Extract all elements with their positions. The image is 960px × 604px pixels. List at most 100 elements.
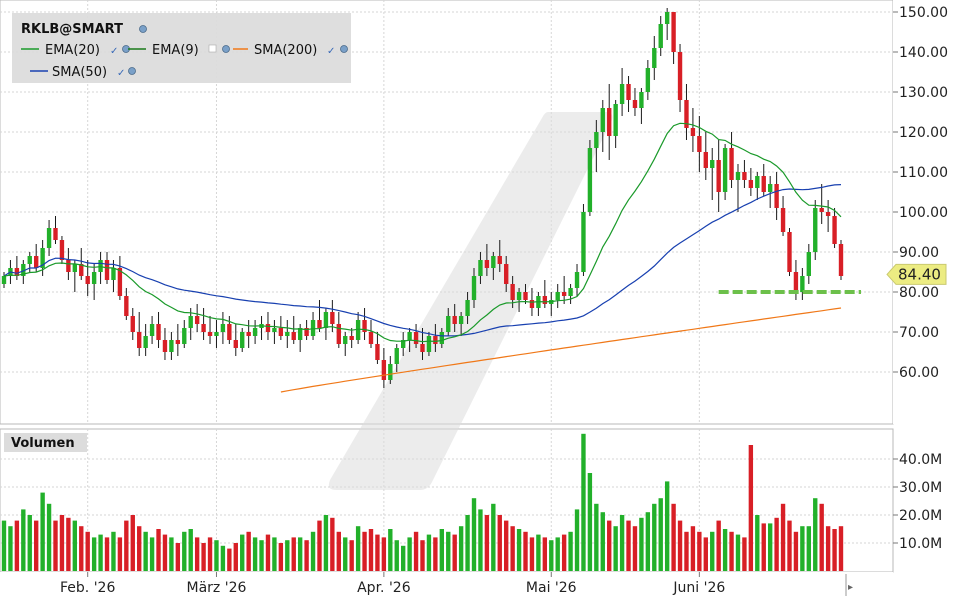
- volume-bar: [66, 517, 71, 571]
- volume-bar: [555, 537, 560, 571]
- candle-body: [175, 340, 181, 344]
- candle-body: [297, 328, 303, 340]
- time-scroll-handle[interactable]: ▸: [845, 574, 853, 596]
- volume-bar: [825, 526, 831, 571]
- volume-bar: [626, 520, 631, 571]
- candle-body: [478, 260, 483, 276]
- arrow-right-icon[interactable]: ▸: [848, 582, 853, 593]
- volume-bar: [619, 515, 625, 571]
- price-tick-label: 150.00: [899, 5, 948, 21]
- indicator-settings-icon[interactable]: [128, 67, 136, 75]
- volume-bar: [761, 523, 766, 571]
- indicator-settings-icon[interactable]: [222, 45, 230, 53]
- check-icon[interactable]: ✓: [117, 68, 125, 79]
- price-tick-label: 60.00: [899, 365, 939, 381]
- candle-body: [381, 360, 387, 380]
- volume-bar: [561, 534, 567, 571]
- candle-body: [561, 292, 567, 296]
- legend-sma200[interactable]: SMA(200): [254, 43, 317, 58]
- candle-body: [825, 212, 831, 216]
- candle-body: [523, 292, 528, 300]
- candle-body: [458, 316, 464, 324]
- watermark-logo: [328, 112, 613, 490]
- volume-bar: [259, 540, 264, 571]
- check-icon[interactable]: ✓: [327, 46, 335, 57]
- candle-body: [368, 332, 374, 344]
- candle-body: [697, 136, 702, 152]
- candle-body: [188, 316, 193, 328]
- candle-body: [40, 248, 45, 268]
- volume-bar: [323, 515, 329, 571]
- volume-bar: [677, 520, 683, 571]
- candle-body: [143, 336, 148, 348]
- legend-ema20[interactable]: EMA(20): [45, 43, 100, 58]
- volume-bar: [201, 543, 206, 571]
- volume-bar: [175, 543, 181, 571]
- candle-body: [278, 328, 284, 336]
- candle-body: [227, 324, 232, 340]
- candle-body: [774, 184, 779, 208]
- volume-title: Volumen: [11, 436, 75, 451]
- candle-body: [413, 332, 419, 344]
- candle-body: [838, 244, 844, 276]
- symbol-title: RKLB@SMART: [21, 22, 123, 37]
- candle-body: [162, 340, 168, 352]
- volume-bar: [98, 534, 103, 571]
- candle-body: [484, 260, 490, 268]
- volume-tick-label: 10.0M: [899, 536, 942, 552]
- candle-body: [85, 276, 90, 284]
- volume-bar: [182, 531, 187, 571]
- volume-bar: [169, 537, 174, 571]
- volume-bar: [220, 545, 226, 571]
- volume-bar: [446, 531, 451, 571]
- candle-body: [703, 152, 708, 168]
- volume-bar: [729, 531, 734, 571]
- volume-bar: [574, 509, 580, 571]
- candle-body: [819, 208, 824, 212]
- candle-body: [787, 232, 792, 272]
- candle-body: [240, 332, 245, 348]
- volume-bar: [806, 526, 811, 571]
- volume-bar: [355, 526, 361, 571]
- volume-bar: [645, 512, 651, 571]
- volume-bar: [413, 531, 419, 571]
- volume-bar: [664, 481, 670, 571]
- volume-bar: [787, 520, 792, 571]
- indicator-settings-icon[interactable]: [340, 45, 348, 53]
- volume-bar: [748, 445, 754, 571]
- price-axis-area[interactable]: [893, 0, 960, 424]
- volume-bar: [317, 520, 322, 571]
- visibility-box-icon[interactable]: [208, 44, 217, 53]
- volume-bar: [542, 537, 548, 571]
- volume-bar: [246, 531, 251, 571]
- symbol-settings-icon[interactable]: [139, 25, 147, 33]
- price-tick-label: 100.00: [899, 205, 948, 221]
- candle-body: [375, 344, 380, 360]
- volume-bar: [117, 537, 123, 571]
- last-price-marker: 84.40: [886, 263, 947, 285]
- time-axis-area[interactable]: [0, 572, 893, 600]
- volume-bar: [774, 517, 779, 571]
- candle-body: [310, 320, 316, 336]
- check-icon[interactable]: ✓: [110, 46, 118, 57]
- volume-bar: [34, 520, 39, 571]
- candle-body: [323, 312, 329, 328]
- volume-bar: [304, 540, 309, 571]
- volume-bar: [79, 526, 84, 571]
- candle-body: [91, 272, 97, 284]
- candle-body: [748, 180, 754, 188]
- legend-ema9[interactable]: EMA(9): [152, 43, 199, 58]
- candle-body: [104, 260, 110, 280]
- candle-body: [684, 100, 689, 128]
- candle-body: [265, 324, 271, 332]
- volume-bar: [72, 520, 78, 571]
- ema20-line: [3, 122, 842, 343]
- candle-body: [72, 264, 78, 272]
- volume-bar: [600, 512, 605, 571]
- price-tick-label: 140.00: [899, 45, 948, 61]
- volume-bar: [652, 503, 657, 571]
- time-tick-label: März '26: [187, 580, 247, 596]
- candle-body: [124, 296, 129, 316]
- legend-sma50[interactable]: SMA(50): [52, 65, 107, 80]
- candle-body: [117, 268, 123, 296]
